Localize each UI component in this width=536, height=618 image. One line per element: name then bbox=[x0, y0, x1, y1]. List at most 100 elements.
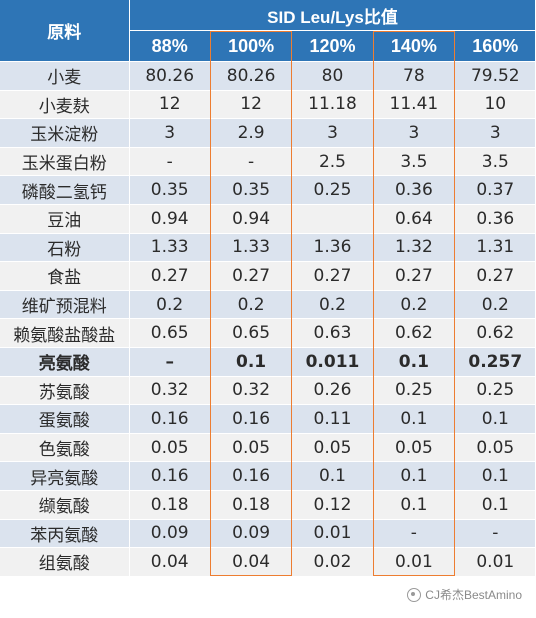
table-cell: 0.05 bbox=[454, 433, 536, 463]
ingredient-name: 赖氨酸盐酸盐 bbox=[0, 318, 130, 348]
table-row: 玉米淀粉 3 2.9 3 3 3 bbox=[0, 118, 536, 148]
table-row: 异亮氨酸 0.16 0.16 0.1 0.1 0.1 bbox=[0, 461, 536, 491]
table-row: 组氨酸 0.04 0.04 0.02 0.01 0.01 bbox=[0, 547, 536, 577]
table-cell: 0.65 bbox=[129, 318, 211, 348]
table-cell: 0.05 bbox=[129, 433, 211, 463]
table-cell: 0.1 bbox=[454, 461, 536, 491]
table-row: 维矿预混料 0.2 0.2 0.2 0.2 0.2 bbox=[0, 290, 536, 320]
table-row: 亮氨酸 –0.1 0.011 0.1 0.257 bbox=[0, 347, 536, 377]
table-cell: 0.18 bbox=[129, 490, 211, 520]
ingredient-name: 玉米淀粉 bbox=[0, 118, 130, 148]
table-row: 蛋氨酸 0.16 0.16 0.11 0.1 0.1 bbox=[0, 404, 536, 434]
table-cell: - bbox=[210, 147, 293, 177]
ingredient-name: 磷酸二氢钙 bbox=[0, 175, 130, 205]
ingredient-name: 维矿预混料 bbox=[0, 290, 130, 320]
ingredient-name: 蛋氨酸 bbox=[0, 404, 130, 434]
table-row: 苯丙氨酸 0.09 0.09 0.01- - bbox=[0, 519, 536, 549]
ingredient-name: 苏氨酸 bbox=[0, 376, 130, 406]
table-cell: - bbox=[373, 519, 456, 549]
table-cell: 0.01 bbox=[373, 547, 456, 577]
table-cell: 0.1 bbox=[373, 461, 456, 491]
table-cell: 0.18 bbox=[210, 490, 293, 520]
table-cell: 3 bbox=[129, 118, 211, 148]
table-cell: 0.09 bbox=[129, 519, 211, 549]
table-cell: 0.16 bbox=[210, 404, 293, 434]
table-cell: 0.27 bbox=[291, 261, 374, 291]
table-cell: 0.11 bbox=[291, 404, 374, 434]
table-cell: 0.26 bbox=[291, 376, 374, 406]
table-cell: 0.36 bbox=[454, 204, 536, 234]
table-cell: 0.1 bbox=[291, 461, 374, 491]
table-cell: 0.2 bbox=[129, 290, 211, 320]
table-row: 磷酸二氢钙 0.35 0.35 0.25 0.36 0.37 bbox=[0, 175, 536, 205]
table-cell: 0.27 bbox=[373, 261, 456, 291]
table-cell: 0.35 bbox=[129, 175, 211, 205]
table-cell: 12 bbox=[129, 90, 211, 120]
table-cell: 0.27 bbox=[210, 261, 293, 291]
table-cell: 1.33 bbox=[210, 233, 293, 263]
table-cell: 11.41 bbox=[373, 90, 456, 120]
table-cell: 0.01 bbox=[291, 519, 374, 549]
table-cell: 0.37 bbox=[454, 175, 536, 205]
ratio-group-header: SID Leu/Lys比值 bbox=[129, 0, 536, 31]
table-cell: 0.25 bbox=[373, 376, 456, 406]
ingredient-name: 小麦 bbox=[0, 61, 130, 91]
table-row: 小麦 80.26 80.26 80 78 79.52 bbox=[0, 61, 536, 91]
table-cell: 0.36 bbox=[373, 175, 456, 205]
table-cell: 1.33 bbox=[129, 233, 211, 263]
ingredient-name: 色氨酸 bbox=[0, 433, 130, 463]
table-cell bbox=[291, 204, 374, 234]
table-cell: 0.09 bbox=[210, 519, 293, 549]
ingredient-name: 缬氨酸 bbox=[0, 490, 130, 520]
table-row: 石粉 1.33 1.33 1.36 1.32 1.31 bbox=[0, 233, 536, 263]
table-cell: 0.1 bbox=[373, 490, 456, 520]
table-cell: 0.62 bbox=[373, 318, 456, 348]
table-cell: 0.12 bbox=[291, 490, 374, 520]
table-cell: 80 bbox=[291, 61, 374, 91]
ingredient-name: 亮氨酸 bbox=[0, 347, 130, 377]
ingredient-name: 食盐 bbox=[0, 261, 130, 291]
table-cell: 78 bbox=[373, 61, 456, 91]
table-cell: 0.1 bbox=[373, 404, 456, 434]
table-cell: 2.5 bbox=[291, 147, 374, 177]
table-cell: 3.5 bbox=[454, 147, 536, 177]
table-cell: 0.05 bbox=[291, 433, 374, 463]
table-cell: 0.1 bbox=[373, 347, 456, 377]
table-cell: 0.16 bbox=[129, 461, 211, 491]
table-cell: 0.011 bbox=[291, 347, 374, 377]
ingredient-table: 原料 SID Leu/Lys比值 88% 100% 120% 140% 160% 小麦 8… bbox=[0, 0, 536, 577]
table-row: 苏氨酸 0.32 0.32 0.26 0.25 0.25 bbox=[0, 376, 536, 406]
table-cell: 0.2 bbox=[373, 290, 456, 320]
table-cell: 0.2 bbox=[291, 290, 374, 320]
watermark-text: CJ希杰BestAmino bbox=[425, 588, 522, 602]
table-cell: 0.63 bbox=[291, 318, 374, 348]
table-cell: 0.1 bbox=[454, 404, 536, 434]
ingredient-name: 小麦麸 bbox=[0, 90, 130, 120]
ingredient-name: 豆油 bbox=[0, 204, 130, 234]
column-header: 120% bbox=[291, 30, 374, 62]
watermark: CJ希杰BestAmino bbox=[407, 586, 522, 603]
table-cell: 0.2 bbox=[454, 290, 536, 320]
table-cell: 0.1 bbox=[454, 490, 536, 520]
table-cell: 3 bbox=[291, 118, 374, 148]
table-cell: - bbox=[454, 519, 536, 549]
table-cell: 3.5 bbox=[373, 147, 456, 177]
table-cell: 0.16 bbox=[129, 404, 211, 434]
table-cell: 80.26 bbox=[210, 61, 293, 91]
column-header: 160% bbox=[454, 30, 536, 62]
ingredient-name: 苯丙氨酸 bbox=[0, 519, 130, 549]
table-cell: 0.16 bbox=[210, 461, 293, 491]
table-cell: 0.1 bbox=[210, 347, 293, 377]
column-header: 100% bbox=[210, 30, 293, 62]
table-cell: 0.2 bbox=[210, 290, 293, 320]
table-cell: 0.02 bbox=[291, 547, 374, 577]
table-cell: - bbox=[129, 147, 211, 177]
table-cell: 0.257 bbox=[454, 347, 536, 377]
material-header: 原料 bbox=[0, 0, 130, 62]
table-cell: 0.04 bbox=[129, 547, 211, 577]
table-cell: 2.9 bbox=[210, 118, 293, 148]
ingredient-name: 异亮氨酸 bbox=[0, 461, 130, 491]
table-row: 缬氨酸 0.18 0.18 0.12 0.1 0.1 bbox=[0, 490, 536, 520]
column-header: 88% bbox=[129, 30, 211, 62]
column-header: 140% bbox=[373, 30, 456, 62]
